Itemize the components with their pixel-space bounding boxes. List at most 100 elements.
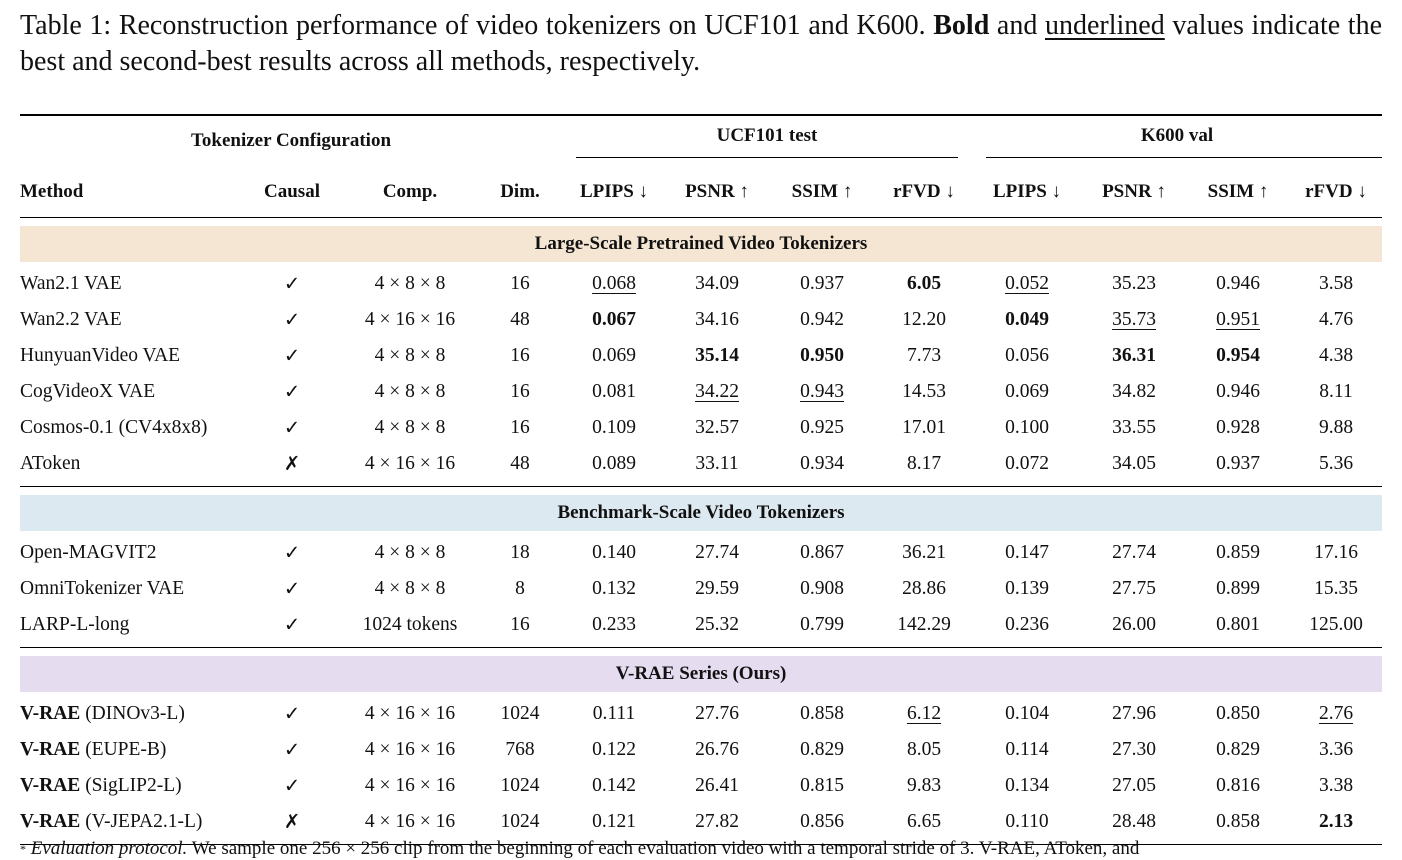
metric-value: 0.859: [1216, 542, 1260, 563]
section-header-row: V-RAE Series (Ours): [20, 648, 1382, 692]
metric-cell: 0.937: [1186, 446, 1290, 482]
metric-value: 0.109: [592, 417, 636, 438]
metric-value: 33.11: [695, 453, 739, 474]
metric-cell: 32.57: [666, 410, 768, 446]
metric-value: 26.00: [1112, 614, 1156, 635]
metric-cell: 0.799: [768, 607, 876, 643]
metric-value: 35.23: [1112, 273, 1156, 294]
metric-cell: 0.069: [972, 374, 1082, 410]
method-cell: Open-MAGVIT2: [20, 535, 242, 571]
metric-cell: 0.954: [1186, 338, 1290, 374]
method-name: OmniTokenizer VAE: [20, 578, 185, 599]
metric-value: 3.58: [1318, 273, 1354, 294]
metric-value: 0.139: [1005, 578, 1049, 599]
footnote-italic: Evaluation protocol.: [30, 838, 188, 859]
metric-value: 0.829: [1216, 739, 1260, 760]
metric-value: 0.799: [800, 614, 844, 635]
metric-cell: 0.111: [562, 696, 666, 732]
metric-cell: 0.928: [1186, 410, 1290, 446]
metric-value: 0.122: [592, 739, 636, 760]
comp-cell: 4 × 16 × 16: [364, 453, 456, 474]
metric-cell: 27.76: [666, 696, 768, 732]
metric-cell: 0.142: [562, 768, 666, 804]
metric-value: 27.76: [695, 703, 739, 724]
metric-cell: 28.48: [1082, 804, 1186, 840]
metric-cell: 0.925: [768, 410, 876, 446]
comp-cell: 4 × 8 × 8: [374, 273, 446, 294]
metric-value: 0.049: [1005, 309, 1049, 330]
table-row: AToken ✗ 4 × 16 × 16 48 0.089 33.11 0.934 8.17 0…: [20, 446, 1382, 482]
table-row: Wan2.2 VAE ✓ 4 × 16 × 16 48 0.067 34.16 0.942 1…: [20, 302, 1382, 338]
metric-value: 0.140: [592, 542, 636, 563]
method-cell: V-RAE (DINOv3-L): [20, 696, 242, 732]
metric-value: 28.86: [902, 578, 946, 599]
metric-value: 4.76: [1318, 309, 1354, 330]
dim-cell: 768: [505, 739, 535, 760]
method-cell: CogVideoX VAE: [20, 374, 242, 410]
metric-cell: 8.17: [876, 446, 972, 482]
col-header-k600-ssim: SSIM ↑: [1186, 166, 1290, 218]
method-bold-name: V-RAE: [20, 811, 81, 832]
metric-value: 0.858: [1216, 811, 1260, 832]
metric-value: 36.31: [1112, 345, 1156, 366]
metric-cell: 12.20: [876, 302, 972, 338]
method-cell: Cosmos-0.1 (CV4x8x8): [20, 410, 242, 446]
metric-cell: 17.01: [876, 410, 972, 446]
table-row: Wan2.1 VAE ✓ 4 × 8 × 8 16 0.068 34.09 0.937 6.0…: [20, 266, 1382, 302]
table-row: Cosmos-0.1 (CV4x8x8) ✓ 4 × 8 × 8 16 0.109 32.…: [20, 410, 1382, 446]
metric-value: 0.067: [592, 309, 636, 330]
method-cell: Wan2.2 VAE: [20, 302, 242, 338]
metric-cell: 0.856: [768, 804, 876, 840]
metric-value: 6.12: [906, 703, 942, 724]
metric-cell: 27.82: [666, 804, 768, 840]
dim-cell: 16: [510, 273, 530, 294]
metric-cell: 0.069: [562, 338, 666, 374]
metric-value: 0.142: [592, 775, 636, 796]
group-header-row: Tokenizer Configuration UCF101 test K600…: [20, 116, 1382, 166]
col-header-ucf-ssim: SSIM ↑: [768, 166, 876, 218]
col-header-comp: Comp.: [342, 166, 478, 218]
metric-cell: 35.73: [1082, 302, 1186, 338]
dim-cell: 16: [510, 417, 530, 438]
metric-cell: 3.36: [1290, 732, 1382, 768]
metric-cell: 0.908: [768, 571, 876, 607]
metric-cell: 14.53: [876, 374, 972, 410]
metric-cell: 9.88: [1290, 410, 1382, 446]
metric-cell: 0.950: [768, 338, 876, 374]
col-header-causal: Causal: [242, 166, 342, 218]
metric-cell: 9.83: [876, 768, 972, 804]
metric-value: 28.48: [1112, 811, 1156, 832]
metric-value: 0.100: [1005, 417, 1049, 438]
metric-value: 4.38: [1318, 345, 1354, 366]
comp-cell: 4 × 8 × 8: [374, 417, 446, 438]
metric-value: 27.74: [695, 542, 739, 563]
metric-value: 34.82: [1112, 381, 1156, 402]
metric-value: 0.236: [1005, 614, 1049, 635]
metric-cell: 0.899: [1186, 571, 1290, 607]
metric-value: 0.950: [800, 345, 844, 366]
dim-cell: 16: [510, 381, 530, 402]
metric-cell: 27.96: [1082, 696, 1186, 732]
metric-cell: 0.072: [972, 446, 1082, 482]
method-name: (SigLIP2-L): [80, 775, 182, 796]
causal-cell: ✓: [283, 615, 301, 636]
metric-cell: 36.21: [876, 535, 972, 571]
causal-cell: ✓: [283, 382, 301, 403]
metric-cell: 0.858: [1186, 804, 1290, 840]
metric-value: 0.934: [800, 453, 844, 474]
metric-cell: 34.22: [666, 374, 768, 410]
metric-value: 0.801: [1216, 614, 1260, 635]
metric-cell: 0.081: [562, 374, 666, 410]
comp-cell: 4 × 16 × 16: [364, 309, 456, 330]
metric-value: 3.38: [1318, 775, 1354, 796]
metric-value: 0.056: [1005, 345, 1049, 366]
causal-cell: ✓: [283, 579, 301, 600]
caption-suffix: values indicate the best and second-best…: [20, 10, 1382, 77]
table-caption: Table 1: Reconstruction performance of v…: [20, 8, 1382, 80]
metric-cell: 2.13: [1290, 804, 1382, 840]
metric-value: 0.816: [1216, 775, 1260, 796]
metric-value: 3.36: [1318, 739, 1354, 760]
metric-cell: 0.139: [972, 571, 1082, 607]
comp-cell: 4 × 8 × 8: [374, 381, 446, 402]
metric-cell: 0.236: [972, 607, 1082, 643]
